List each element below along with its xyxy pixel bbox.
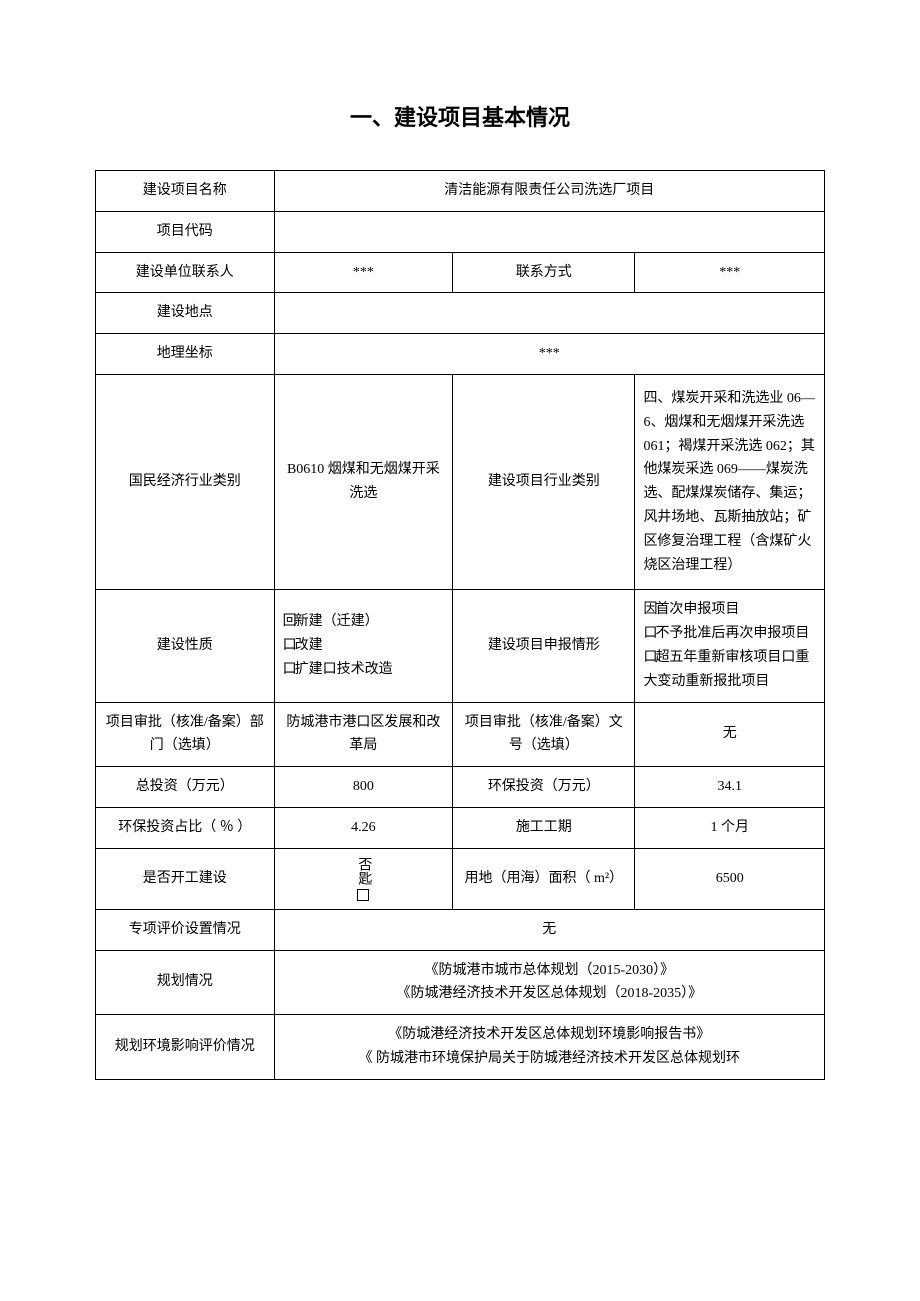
value-started: 否匙 [274,848,453,909]
value-application-type: 因首次申报项目口不予批准后再次申报项目口超五年重新审核项目口重大变动重新报批项目 [635,590,825,702]
label-project-code: 项目代码 [96,211,275,252]
value-planning-env: 《防城港经济技术开发区总体规划环境影响报告书》《 防城港市环境保护局关于防城港经… [274,1015,824,1080]
project-info-table: 建设项目名称 清洁能源有限责任公司洗选厂项目 项目代码 建设单位联系人 *** … [95,170,825,1080]
label-special-eval: 专项评价设置情况 [96,909,275,950]
label-planning: 规划情况 [96,950,275,1015]
checkbox-icon [357,889,369,901]
value-contact-person: *** [274,252,453,293]
label-construction-nature: 建设性质 [96,590,275,702]
label-location: 建设地点 [96,293,275,334]
value-approval-dept: 防城港市港口区发展和改革局 [274,702,453,767]
value-industry-class: B0610 烟煤和无烟煤开采洗选 [274,374,453,589]
label-industry-class: 国民经济行业类别 [96,374,275,589]
value-geo-coord: *** [274,334,824,375]
value-project-name: 清洁能源有限责任公司洗选厂项目 [274,171,824,212]
value-env-ratio: 4.26 [274,807,453,848]
label-project-name: 建设项目名称 [96,171,275,212]
value-special-eval: 无 [274,909,824,950]
label-env-ratio: 环保投资占比（ ％ ） [96,807,275,848]
value-construction-nature: 回新建（迁建）口改建口扩建口技术改造 [274,590,453,702]
started-top: 否匙 [356,857,370,885]
label-geo-coord: 地理坐标 [96,334,275,375]
label-contact-person: 建设单位联系人 [96,252,275,293]
value-env-invest: 34.1 [635,767,825,808]
label-total-invest: 总投资（万元） [96,767,275,808]
value-total-invest: 800 [274,767,453,808]
value-planning: 《防城港市城市总体规划（2015-2030）》《防城港经济技术开发区总体规划（2… [274,950,824,1015]
label-project-industry-class: 建设项目行业类别 [453,374,635,589]
value-approval-no: 无 [635,702,825,767]
label-approval-no: 项目审批（核准/备案）文号（选填） [453,702,635,767]
label-application-type: 建设项目申报情形 [453,590,635,702]
value-contact-method: *** [635,252,825,293]
value-project-industry-class: 四、煤炭开采和洗选业 06—6、烟煤和无烟煤开采洗选 061；褐煤开采洗选 06… [635,374,825,589]
label-started: 是否开工建设 [96,848,275,909]
value-project-code [274,211,824,252]
label-contact-method: 联系方式 [453,252,635,293]
section-title: 一、建设项目基本情况 [95,100,825,132]
value-duration: 1 个月 [635,807,825,848]
label-duration: 施工工期 [453,807,635,848]
label-land-area: 用地（用海）面积（ m²） [453,848,635,909]
label-env-invest: 环保投资（万元） [453,767,635,808]
label-planning-env: 规划环境影响评价情况 [96,1015,275,1080]
label-approval-dept: 项目审批（核准/备案）部门（选填） [96,702,275,767]
value-location [274,293,824,334]
value-land-area: 6500 [635,848,825,909]
